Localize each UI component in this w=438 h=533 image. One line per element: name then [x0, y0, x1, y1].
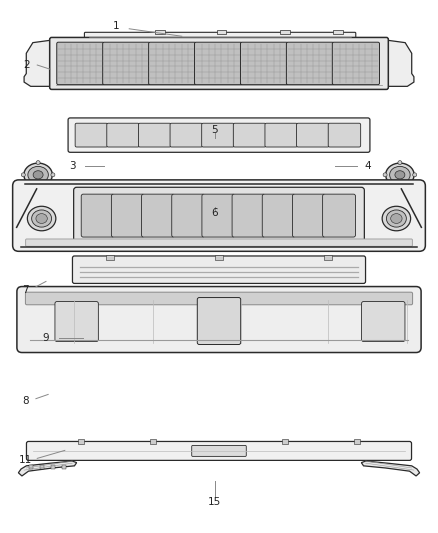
Ellipse shape	[386, 210, 406, 227]
FancyBboxPatch shape	[232, 194, 265, 237]
FancyBboxPatch shape	[68, 118, 370, 152]
FancyBboxPatch shape	[57, 42, 104, 85]
Bar	[106, 255, 113, 260]
Text: 8: 8	[22, 396, 29, 406]
Circle shape	[398, 185, 402, 189]
FancyBboxPatch shape	[85, 33, 356, 42]
Ellipse shape	[391, 214, 402, 223]
Bar	[50, 465, 55, 469]
Text: 6: 6	[211, 208, 218, 218]
FancyBboxPatch shape	[138, 123, 171, 147]
Ellipse shape	[36, 214, 47, 223]
Text: 15: 15	[208, 497, 221, 507]
FancyBboxPatch shape	[170, 123, 202, 147]
FancyBboxPatch shape	[194, 42, 242, 85]
FancyBboxPatch shape	[74, 187, 364, 244]
Bar	[61, 465, 66, 469]
Text: 3: 3	[69, 161, 76, 171]
FancyBboxPatch shape	[293, 194, 325, 237]
Bar	[28, 465, 33, 469]
FancyBboxPatch shape	[323, 194, 356, 237]
FancyBboxPatch shape	[26, 239, 412, 246]
Circle shape	[21, 173, 25, 177]
FancyBboxPatch shape	[233, 123, 266, 147]
Bar	[39, 465, 44, 469]
Ellipse shape	[382, 206, 411, 231]
FancyBboxPatch shape	[17, 287, 421, 352]
Text: 9: 9	[42, 333, 49, 343]
Text: 4: 4	[364, 161, 371, 171]
Text: 5: 5	[211, 125, 218, 135]
Text: 2: 2	[23, 60, 30, 70]
Bar	[280, 30, 290, 34]
Circle shape	[398, 160, 402, 165]
FancyBboxPatch shape	[332, 42, 379, 85]
FancyBboxPatch shape	[265, 123, 297, 147]
FancyBboxPatch shape	[202, 194, 235, 237]
Circle shape	[36, 160, 40, 165]
FancyBboxPatch shape	[328, 123, 360, 147]
Ellipse shape	[385, 163, 414, 187]
Bar	[155, 30, 165, 34]
Ellipse shape	[395, 171, 405, 179]
Ellipse shape	[28, 166, 48, 183]
Circle shape	[383, 173, 387, 177]
FancyBboxPatch shape	[361, 302, 405, 342]
Circle shape	[36, 185, 40, 189]
FancyBboxPatch shape	[141, 194, 174, 237]
Circle shape	[413, 173, 417, 177]
Bar	[150, 439, 156, 445]
FancyBboxPatch shape	[148, 42, 196, 85]
FancyBboxPatch shape	[55, 302, 99, 342]
FancyBboxPatch shape	[111, 194, 144, 237]
FancyBboxPatch shape	[192, 446, 246, 456]
FancyBboxPatch shape	[13, 180, 425, 252]
Ellipse shape	[27, 206, 56, 231]
FancyBboxPatch shape	[107, 123, 139, 147]
FancyBboxPatch shape	[81, 194, 114, 237]
Ellipse shape	[390, 166, 410, 183]
FancyBboxPatch shape	[201, 123, 234, 147]
Bar	[215, 255, 223, 260]
Ellipse shape	[24, 163, 53, 187]
Text: 7: 7	[22, 286, 29, 295]
Bar	[78, 439, 84, 445]
Polygon shape	[385, 40, 414, 86]
Bar	[282, 439, 288, 445]
Ellipse shape	[32, 210, 52, 227]
FancyBboxPatch shape	[102, 42, 150, 85]
FancyBboxPatch shape	[26, 441, 412, 461]
Polygon shape	[24, 40, 53, 86]
Ellipse shape	[33, 171, 43, 179]
FancyBboxPatch shape	[72, 256, 366, 284]
FancyBboxPatch shape	[197, 297, 241, 344]
Polygon shape	[18, 461, 77, 476]
FancyBboxPatch shape	[240, 42, 288, 85]
Text: 11: 11	[19, 455, 32, 465]
FancyBboxPatch shape	[297, 123, 329, 147]
Circle shape	[51, 173, 55, 177]
Bar	[325, 255, 332, 260]
FancyBboxPatch shape	[75, 123, 108, 147]
Bar	[333, 30, 343, 34]
FancyBboxPatch shape	[172, 194, 205, 237]
FancyBboxPatch shape	[25, 292, 413, 305]
Polygon shape	[361, 461, 420, 476]
FancyBboxPatch shape	[262, 194, 295, 237]
Bar	[354, 439, 360, 445]
FancyBboxPatch shape	[286, 42, 334, 85]
Bar	[217, 30, 226, 34]
FancyBboxPatch shape	[49, 37, 389, 90]
Text: 1: 1	[113, 21, 120, 30]
